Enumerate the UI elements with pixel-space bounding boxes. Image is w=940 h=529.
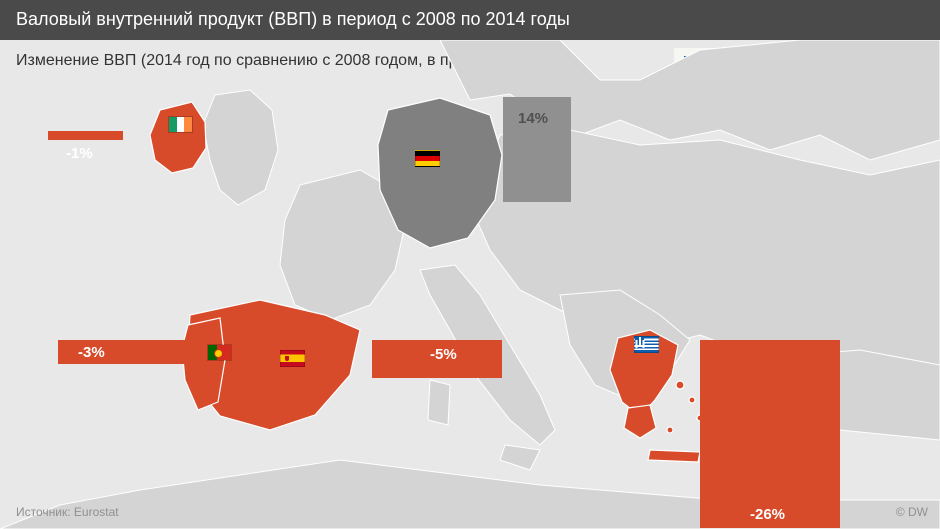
infographic-container: Валовый внутренний продукт (ВВП) в перио… [0,0,940,529]
copyright-text: © DW [896,505,928,519]
bar-greece [700,340,840,528]
bar-label-ireland: -1% [66,145,93,162]
source-text: Источник: Eurostat [16,505,119,519]
bar-ireland [48,131,123,140]
bar-label-portugal: -5% [430,346,457,363]
map-flag-portugal-icon [207,344,232,361]
map-flag-spain-icon [280,350,305,367]
title-text: Валовый внутренний продукт (ВВП) в перио… [16,9,570,29]
bar-label-germany: 14% [518,110,548,127]
map-flag-ireland-icon [168,116,193,133]
map-area: Изменение ВВП (2014 год по сравнению с 2… [0,40,940,529]
bar-label-spain: -3% [78,344,105,361]
map-flag-germany-icon [415,150,440,167]
map-flag-greece-icon [634,336,659,353]
bar-label-greece: -26% [750,506,785,523]
page-title: Валовый внутренний продукт (ВВП) в перио… [0,0,940,40]
